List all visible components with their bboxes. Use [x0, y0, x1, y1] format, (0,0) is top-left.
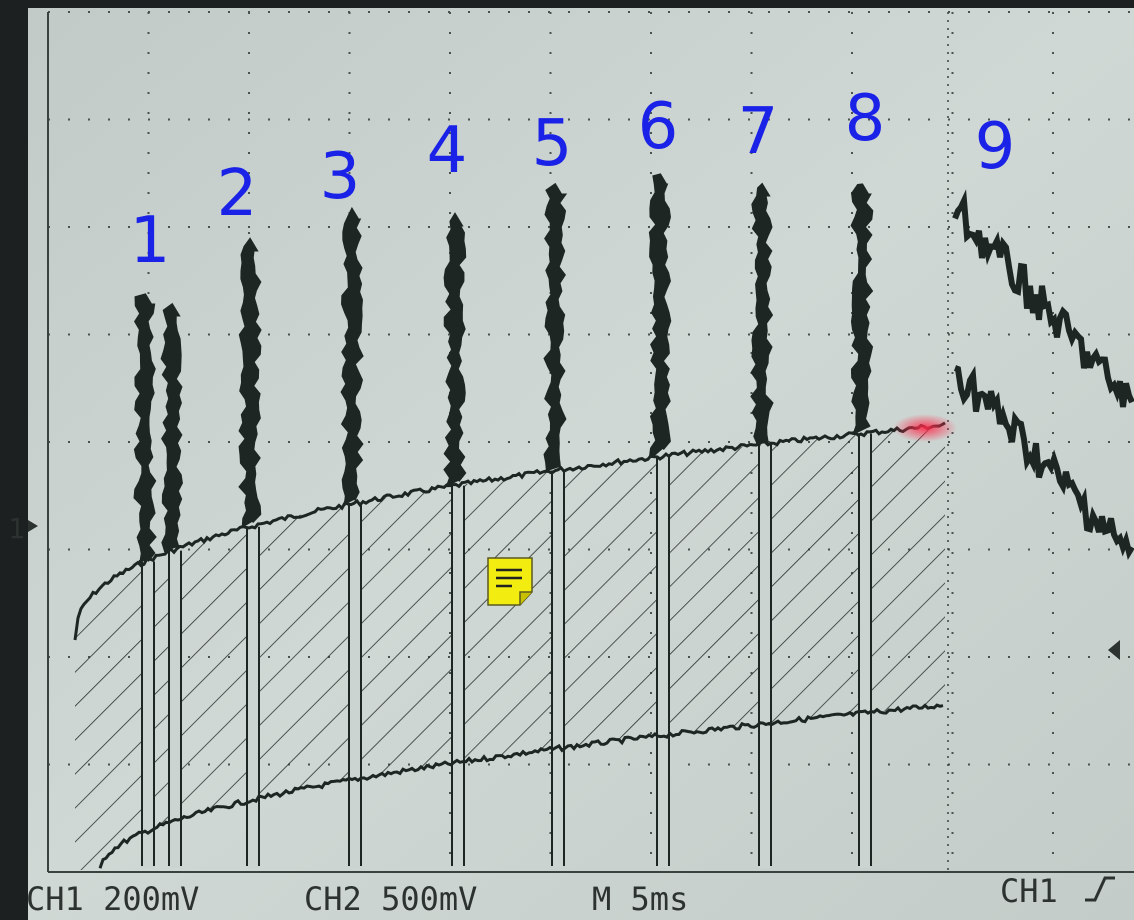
pulse-gap — [247, 524, 259, 868]
pulse-spike — [648, 173, 672, 459]
trigger-source: CH1 — [1000, 872, 1058, 910]
decay-lower — [953, 365, 1134, 560]
lower-trace — [98, 703, 944, 869]
decay-upper — [952, 189, 1134, 408]
pulse-spike — [443, 212, 467, 488]
pulse-spike — [750, 182, 774, 446]
pulse-label: 3 — [320, 140, 361, 214]
pulse-label: 7 — [738, 95, 779, 169]
hatched-area — [75, 425, 945, 870]
ch2-scale: CH2 500mV — [304, 880, 477, 918]
pulse-label: 9 — [975, 110, 1016, 184]
pulse-gap — [552, 468, 564, 868]
channel-marker: 1 — [8, 512, 25, 545]
pulse-labels: 12 3 4 5 6 7 8 9 — [130, 82, 1016, 278]
pulse-spike — [543, 182, 568, 473]
pulse-label: 6 — [638, 90, 679, 164]
upper-trace — [73, 421, 946, 641]
traces — [73, 173, 1134, 869]
hatch — [75, 425, 945, 870]
pulse-gap — [452, 483, 464, 868]
note-icon — [487, 557, 533, 606]
pulse-spike — [160, 302, 183, 553]
pulse-label: 1 — [130, 204, 171, 278]
pulse-gap — [759, 442, 771, 868]
pulse-label: 8 — [845, 82, 886, 156]
pulse-spike — [238, 237, 262, 529]
pulse-label: 5 — [532, 107, 573, 181]
timebase: M 5ms — [592, 880, 688, 918]
pulse-spike — [340, 206, 364, 506]
trigger-slope — [1085, 876, 1115, 902]
glare — [893, 414, 957, 442]
pulse-gap — [169, 548, 181, 868]
pulse-label: 4 — [427, 114, 468, 188]
trigger-level-arrow — [1108, 640, 1120, 660]
pulse-gap — [142, 559, 154, 868]
pulse-spike — [133, 293, 157, 564]
pulse-spike — [850, 183, 874, 435]
pulse-gap — [349, 501, 361, 868]
bezel-top — [0, 0, 1134, 8]
pulse-gap — [859, 431, 871, 868]
pulse-gap — [657, 454, 669, 868]
pulse-label: 2 — [217, 157, 258, 231]
channel-arrow — [28, 520, 38, 532]
ch1-scale: CH1 200mV — [26, 880, 199, 918]
bezel-left — [0, 0, 28, 920]
